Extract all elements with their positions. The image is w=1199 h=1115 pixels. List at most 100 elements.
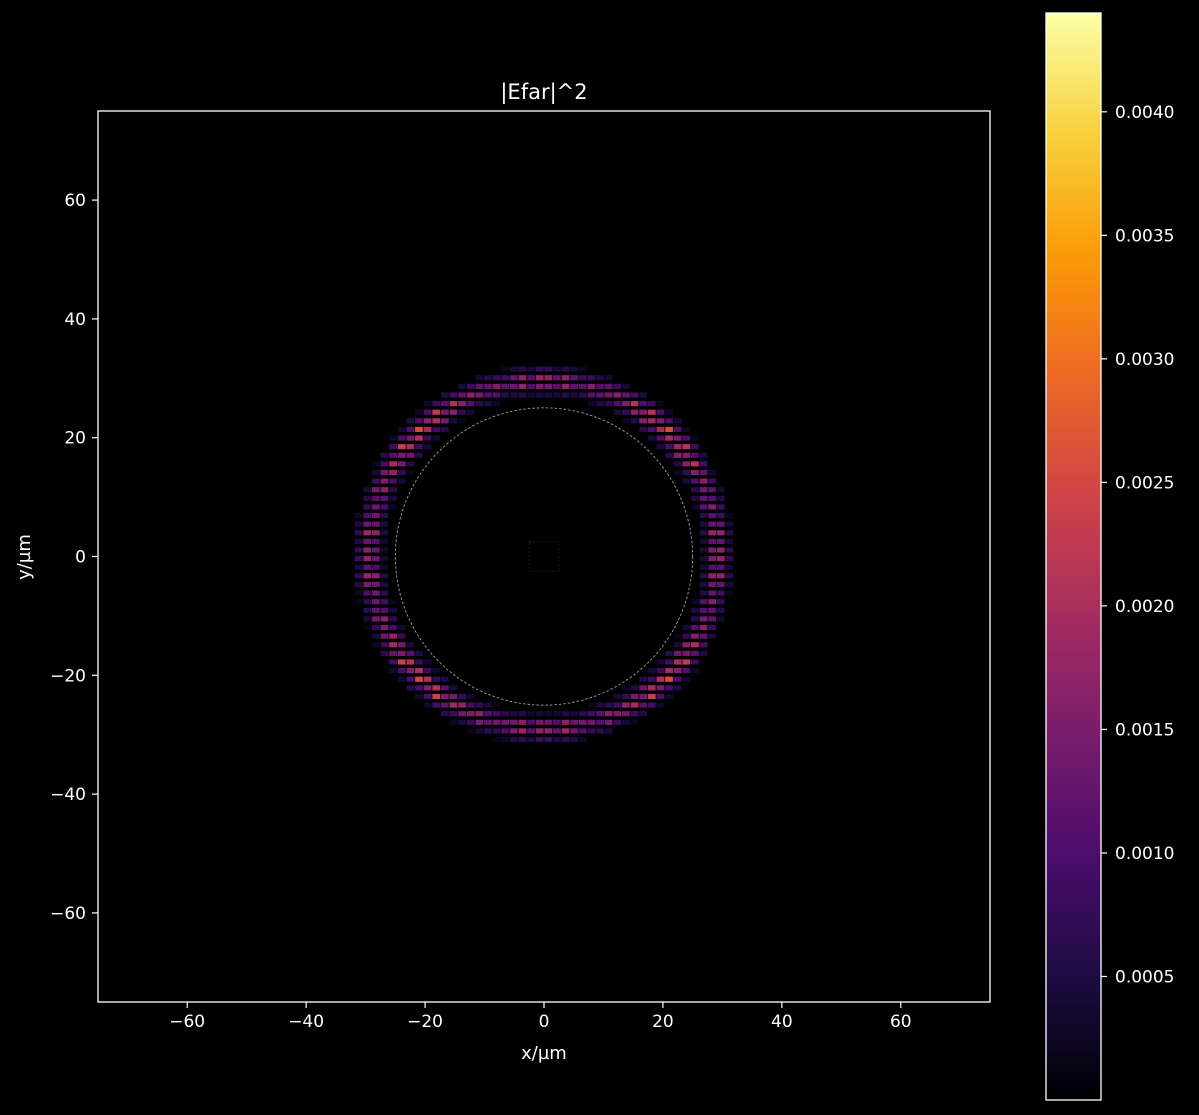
heatmap-cell: [449, 693, 458, 700]
heatmap-cell: [716, 495, 725, 501]
heatmap-cell: [389, 624, 397, 631]
heatmap-cell: [466, 409, 475, 415]
heatmap-cell: [458, 383, 466, 389]
heatmap-cell: [673, 685, 682, 691]
heatmap-cell: [440, 676, 449, 682]
heatmap-cell: [639, 676, 648, 682]
heatmap-cell: [380, 538, 389, 544]
heatmap-cell: [665, 659, 673, 665]
heatmap-cell: [484, 702, 492, 708]
heatmap-cell: [708, 538, 717, 544]
heatmap-cell: [699, 633, 708, 639]
heatmap-cell: [604, 728, 613, 734]
heatmap-cell: [432, 401, 441, 407]
heatmap-cell: [527, 719, 535, 725]
heatmap-cell: [458, 693, 466, 700]
heatmap-cell: [665, 668, 673, 674]
heatmap-cell: [630, 711, 639, 717]
heatmap-cell: [716, 530, 725, 536]
heatmap-cell: [501, 711, 510, 717]
heatmap-cell: [622, 383, 630, 389]
heatmap-cell: [647, 426, 656, 433]
heatmap-cell: [673, 444, 682, 450]
heatmap-cell: [691, 650, 699, 656]
heatmap-cell: [656, 426, 665, 433]
x-tick-label: 40: [771, 1012, 793, 1032]
heatmap-cell: [561, 383, 570, 389]
heatmap-cell: [561, 728, 570, 734]
heatmap-cell: [708, 547, 717, 553]
heatmap-cell: [371, 581, 380, 588]
heatmap-cell: [647, 401, 656, 407]
heatmap-cell: [725, 573, 734, 579]
heatmap-cell: [587, 375, 596, 381]
heatmap-cell: [682, 642, 691, 648]
heatmap-cell: [423, 693, 432, 700]
heatmap-cell: [604, 375, 613, 381]
heatmap-cell: [708, 624, 717, 631]
heatmap-cell: [397, 633, 406, 639]
heatmap-cell: [484, 728, 492, 734]
colorbar-ticks: 0.0005 0.0010 0.0015 0.0020 0.0025 0.0030 0.00…: [1101, 103, 1174, 987]
heatmap-cell: [691, 633, 699, 639]
heatmap-cell: [656, 418, 665, 424]
heatmap-cell: [725, 564, 734, 570]
heatmap-cell: [544, 383, 553, 389]
heatmap-cell: [449, 401, 458, 407]
heatmap-cell: [716, 581, 725, 588]
heatmap-cell: [596, 383, 604, 389]
heatmap-cell: [415, 452, 423, 458]
heatmap-cell: [699, 547, 708, 553]
heatmap-cell: [484, 375, 492, 381]
source-box: [528, 541, 560, 572]
heatmap-cell: [509, 736, 518, 743]
heatmap-cell: [665, 452, 673, 458]
heatmap-cell: [354, 599, 363, 605]
heatmap-cell: [665, 409, 673, 415]
heatmap-cell: [639, 711, 648, 717]
heatmap-cell: [380, 607, 389, 613]
heatmap-cell: [656, 444, 665, 450]
heatmap-cell: [423, 676, 432, 682]
heatmap-cell: [466, 392, 475, 398]
heatmap-cell: [389, 469, 397, 476]
heatmap-cell: [380, 461, 389, 467]
heatmap-cell: [691, 616, 699, 622]
heatmap-cell: [440, 711, 449, 717]
heatmap-cell: [371, 607, 380, 613]
heatmap-cell: [475, 719, 484, 725]
heatmap-cell: [699, 495, 708, 501]
heatmap-cell: [630, 693, 639, 700]
heatmap-cell: [553, 719, 561, 725]
heatmap-cell: [363, 547, 372, 553]
heatmap-cell: [406, 659, 415, 665]
heatmap-cell: [371, 556, 380, 562]
heatmap-cell: [492, 719, 501, 725]
heatmap-cell: [380, 521, 389, 527]
heatmap-cell: [389, 650, 397, 656]
heatmap-cell: [380, 616, 389, 622]
heatmap-cell: [380, 504, 389, 510]
heatmap-cell: [578, 375, 587, 381]
heatmap-cell: [389, 435, 397, 441]
heatmap-cell: [509, 375, 518, 381]
heatmap-cell: [501, 392, 510, 398]
heatmap-cell: [639, 693, 648, 700]
heatmap-cell: [466, 719, 475, 725]
heatmap-cell: [354, 590, 363, 596]
heatmap-cell: [363, 590, 372, 596]
heatmap-cell: [716, 512, 725, 519]
heatmap-cell: [415, 435, 423, 441]
heatmap-cell: [708, 478, 717, 484]
heatmap-cell: [725, 590, 734, 596]
heatmap-cell: [484, 392, 492, 398]
heatmap-cell: [406, 461, 415, 467]
heatmap-cell: [639, 401, 648, 407]
heatmap-cell: [380, 512, 389, 519]
heatmap-cell: [371, 530, 380, 536]
plot-background: [98, 111, 990, 1002]
heatmap-cell: [578, 366, 587, 372]
heatmap-cell: [630, 409, 639, 415]
heatmap-cell: [397, 444, 406, 450]
heatmap-cell: [708, 616, 717, 622]
